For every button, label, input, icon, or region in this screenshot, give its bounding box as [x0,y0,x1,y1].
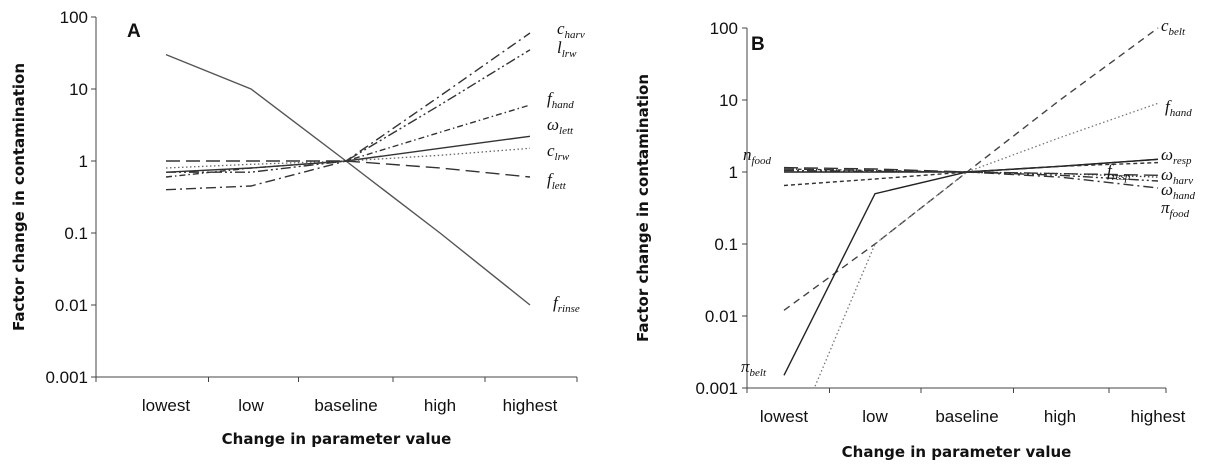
series-line-f_rinse [165,53,531,306]
y-tick-label: 1 [729,163,738,182]
series-label-c_harv: charv [557,19,585,41]
x-tick-label: highest [1131,407,1186,426]
series-line-ω_harv [783,161,1159,187]
y-tick-label: 1 [79,152,88,171]
y-tick-label: 100 [60,8,88,27]
y-tick-label: 100 [710,19,738,38]
series-line-f_hand [813,102,1159,388]
series-line-f_resp [783,169,1159,182]
series-line-c_belt [783,27,1159,311]
series-label-f_hand: fhand [1165,97,1192,119]
series-line-c_harv [165,32,531,191]
y-tick-label: 10 [719,91,738,110]
series-label-f_hand: fhand [547,89,574,111]
series-line-f_hand [165,104,531,178]
y-tick-label: 10 [69,80,88,99]
series-line-l_lrw [166,49,531,173]
y-tick-label: 0.001 [45,368,88,387]
series-label-c_lrw: clrw [547,141,570,163]
x-tick-label: highest [503,396,558,415]
x-tick-label: high [424,396,456,415]
series-label-n_food: nfood [743,145,772,167]
series-label-ω_hand: ωhand [1161,180,1196,202]
panel-b: 0.001 0.01 0.1 1 10 100 lowest low baseline high h… [634,16,1196,461]
series-label-f_resp: fresp [1107,161,1131,183]
x-tick-label: lowest [142,396,190,415]
y-tick-label: 0.1 [714,235,738,254]
series-line-π_belt [783,158,1159,376]
series-label-π_belt: πbelt [741,357,767,379]
x-axis-title: Change in parameter value [842,443,1072,461]
series-line-c_lrw [165,147,531,169]
y-tick-label: 0.001 [695,379,738,398]
series-line-π_food [783,168,1159,178]
series-label-ω_lett: ωlett [547,115,574,137]
x-tick-label: lowest [760,407,808,426]
panel-a: 0.001 0.01 0.1 1 10 100 lowest low baseline high h… [10,8,585,448]
series-label-c_belt: cbelt [1161,16,1186,38]
series-label-ω_resp: ωresp [1161,145,1192,167]
series-label-f_rinse: frinse [553,293,580,315]
series-line-f_lett [166,160,531,178]
y-axis-title: Factor change in contamination [634,74,652,342]
y-tick-label: 0.1 [64,224,88,243]
panel-letter: B [751,34,765,55]
y-tick-label: 0.01 [705,307,738,326]
x-tick-label: baseline [935,407,998,426]
x-tick-label: baseline [314,396,377,415]
y-axis-title: Factor change in contamination [10,63,28,331]
x-tick-label: low [238,396,264,415]
x-tick-label: low [862,407,888,426]
series-label-ω_harv: ωharv [1161,165,1193,187]
panel-letter: A [127,21,141,42]
series-label-f_lett: flett [547,170,567,192]
y-tick-label: 0.01 [55,296,88,315]
series-line-ω_lett [165,135,531,173]
x-tick-label: high [1044,407,1076,426]
x-axis-title: Change in parameter value [222,430,452,448]
series-label-π_food: πfood [1161,198,1190,220]
series-label-l_lrw: llrw [557,38,577,60]
